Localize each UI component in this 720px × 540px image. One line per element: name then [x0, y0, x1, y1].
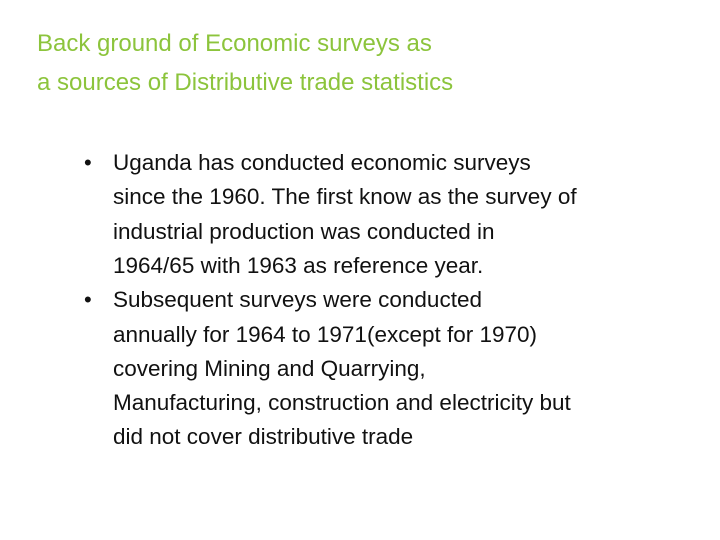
bullet-text: since the 1960. The first know as the su… [113, 184, 577, 210]
bullet-text: annually for 1964 to 1971(except for 197… [113, 321, 538, 347]
bullet-text: 1964/65 with 1963 as reference year. [113, 252, 484, 278]
bullet-marker: • [84, 150, 92, 175]
bullet-text: covering Mining and Quarrying, [113, 355, 426, 381]
slide-title: Back ground of Economic surveys as [37, 30, 432, 57]
bullet-text: industrial production was conducted in [113, 218, 495, 244]
slide-title: a sources of Distributive trade statisti… [37, 69, 454, 96]
bullet-text: Uganda has conducted economic surveys [113, 150, 531, 175]
bullet-text: did not cover distributive trade [113, 424, 414, 450]
bullet-marker: • [84, 287, 92, 313]
bullet-text: Subsequent surveys were conducted [113, 287, 482, 313]
bullet-text: Manufacturing, construction and electric… [113, 390, 571, 416]
